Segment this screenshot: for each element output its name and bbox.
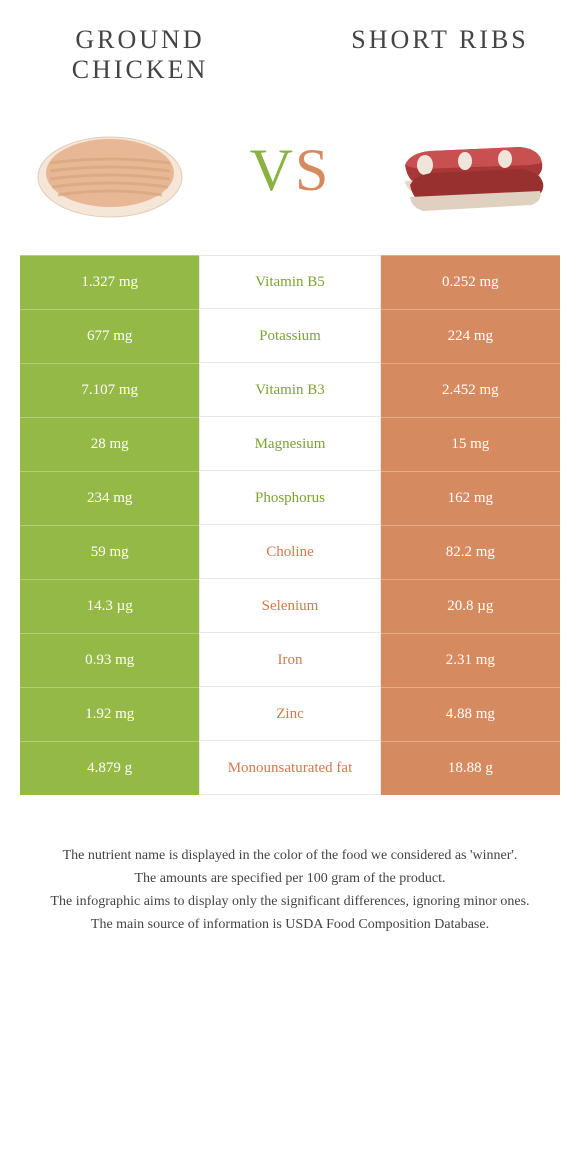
cell-right-value: 18.88 g <box>381 741 560 795</box>
cell-right-value: 20.8 µg <box>381 579 560 633</box>
table-row: 4.879 gMonounsaturated fat18.88 g <box>20 741 560 795</box>
cell-left-value: 1.92 mg <box>20 687 199 741</box>
cell-nutrient-label: Monounsaturated fat <box>199 741 380 795</box>
table-row: 1.327 mgVitamin B50.252 mg <box>20 255 560 309</box>
table-row: 7.107 mgVitamin B32.452 mg <box>20 363 560 417</box>
cell-left-value: 234 mg <box>20 471 199 525</box>
cell-nutrient-label: Potassium <box>199 309 380 363</box>
short-ribs-image <box>390 115 550 225</box>
cell-left-value: 14.3 µg <box>20 579 199 633</box>
cell-right-value: 162 mg <box>381 471 560 525</box>
cell-nutrient-label: Selenium <box>199 579 380 633</box>
table-row: 14.3 µgSelenium20.8 µg <box>20 579 560 633</box>
footnotes: The nutrient name is displayed in the co… <box>0 795 580 957</box>
table-row: 1.92 mgZinc4.88 mg <box>20 687 560 741</box>
cell-right-value: 224 mg <box>381 309 560 363</box>
vs-v: V <box>250 137 295 203</box>
cell-right-value: 4.88 mg <box>381 687 560 741</box>
cell-nutrient-label: Vitamin B5 <box>199 255 380 309</box>
vs-label: VS <box>250 136 331 205</box>
title-left: GROUND CHICKEN <box>40 25 240 85</box>
cell-left-value: 7.107 mg <box>20 363 199 417</box>
cell-nutrient-label: Choline <box>199 525 380 579</box>
cell-right-value: 0.252 mg <box>381 255 560 309</box>
table-row: 28 mgMagnesium15 mg <box>20 417 560 471</box>
nutrient-table: 1.327 mgVitamin B50.252 mg677 mgPotassiu… <box>20 255 560 795</box>
cell-left-value: 0.93 mg <box>20 633 199 687</box>
cell-nutrient-label: Iron <box>199 633 380 687</box>
cell-left-value: 677 mg <box>20 309 199 363</box>
cell-nutrient-label: Vitamin B3 <box>199 363 380 417</box>
table-row: 59 mgCholine82.2 mg <box>20 525 560 579</box>
footnote-line: The infographic aims to display only the… <box>30 891 550 912</box>
cell-right-value: 2.31 mg <box>381 633 560 687</box>
cell-left-value: 59 mg <box>20 525 199 579</box>
ground-chicken-image <box>30 115 190 225</box>
cell-right-value: 82.2 mg <box>381 525 560 579</box>
footnote-line: The amounts are specified per 100 gram o… <box>30 868 550 889</box>
title-right: SHORT RIBS <box>340 25 540 55</box>
cell-nutrient-label: Zinc <box>199 687 380 741</box>
cell-right-value: 2.452 mg <box>381 363 560 417</box>
footnote-line: The nutrient name is displayed in the co… <box>30 845 550 866</box>
cell-left-value: 1.327 mg <box>20 255 199 309</box>
table-row: 677 mgPotassium224 mg <box>20 309 560 363</box>
table-row: 0.93 mgIron2.31 mg <box>20 633 560 687</box>
header: GROUND CHICKEN SHORT RIBS <box>0 0 580 95</box>
table-row: 234 mgPhosphorus162 mg <box>20 471 560 525</box>
cell-nutrient-label: Phosphorus <box>199 471 380 525</box>
cell-left-value: 4.879 g <box>20 741 199 795</box>
vs-s: S <box>295 137 330 203</box>
cell-right-value: 15 mg <box>381 417 560 471</box>
cell-left-value: 28 mg <box>20 417 199 471</box>
images-row: VS <box>0 95 580 255</box>
footnote-line: The main source of information is USDA F… <box>30 914 550 935</box>
cell-nutrient-label: Magnesium <box>199 417 380 471</box>
